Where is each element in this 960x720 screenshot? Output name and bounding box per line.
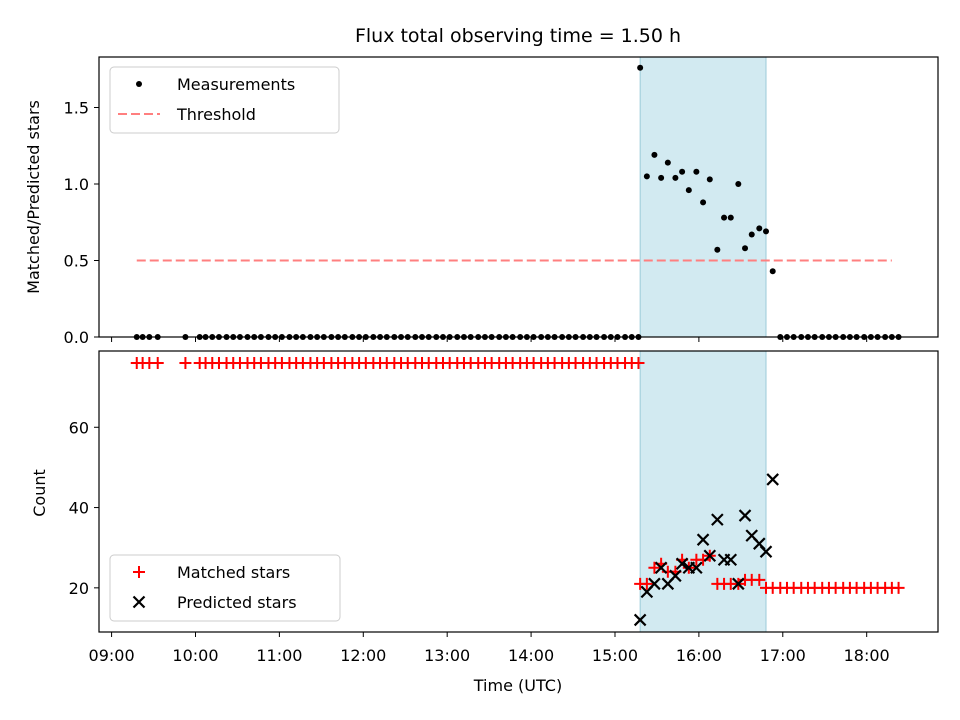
top-axes-frame — [98, 56, 939, 338]
data-point — [738, 509, 752, 522]
data-point — [727, 214, 734, 221]
legend-label: Threshold — [176, 105, 256, 124]
data-point — [711, 513, 724, 526]
legend-box — [109, 66, 340, 134]
data-point — [632, 357, 645, 370]
x-tick-label: 14:00 — [508, 646, 554, 665]
data-point — [742, 245, 749, 252]
data-point — [637, 64, 644, 71]
legend-label: Predicted stars — [177, 593, 297, 612]
top-highlight-band — [639, 56, 767, 338]
legend-marker — [136, 81, 142, 87]
bottom-legend: Matched stars Predicted stars — [109, 554, 341, 622]
data-point — [679, 168, 686, 175]
data-point — [703, 549, 717, 563]
data-point — [658, 174, 665, 181]
series-predicted-stars — [633, 473, 779, 627]
x-tick-label: 12:00 — [340, 646, 386, 665]
data-point — [672, 174, 679, 181]
data-point — [753, 573, 766, 586]
data-point — [179, 357, 192, 370]
legend-box — [109, 554, 341, 622]
data-point — [696, 533, 710, 546]
bottom-axes-frame — [98, 350, 939, 633]
legend-marker — [132, 595, 146, 609]
data-point — [643, 173, 650, 180]
data-point — [685, 187, 692, 194]
data-point — [675, 557, 689, 571]
data-point — [748, 231, 755, 238]
data-point — [732, 577, 745, 591]
top-legend: Measurements Threshold — [109, 66, 340, 134]
data-point — [640, 577, 653, 590]
series-matched-stars — [130, 357, 905, 594]
chart-title: Flux total observing time = 1.50 h — [355, 25, 681, 47]
x-tick-label: 17:00 — [760, 646, 806, 665]
data-point — [721, 214, 728, 221]
y-tick-label: 60 — [69, 418, 89, 437]
top-panel: 0.0 0.5 1.0 1.5 Measurements Threshold — [64, 56, 939, 347]
y-tick-label: 1.5 — [64, 98, 89, 117]
data-point — [151, 357, 164, 370]
data-point — [766, 473, 779, 486]
data-point — [651, 151, 658, 158]
data-point — [763, 228, 770, 235]
x-tick-label: 13:00 — [424, 646, 470, 665]
data-point — [654, 561, 668, 575]
data-point — [648, 577, 661, 591]
data-point — [669, 569, 682, 583]
data-point — [648, 561, 661, 574]
data-point — [759, 545, 773, 558]
legend-label: Matched stars — [177, 563, 290, 582]
data-point — [735, 180, 742, 187]
data-point — [633, 613, 647, 627]
data-point — [690, 561, 703, 575]
data-point — [769, 268, 776, 275]
x-tick-label: 09:00 — [89, 646, 135, 665]
data-point — [693, 168, 700, 175]
data-point — [706, 176, 713, 183]
bottom-panel: 20 40 60 09:00 10:00 11:00 12:00 13:00 14:00 15:0… — [69, 350, 939, 665]
y-tick-label: 1.0 — [64, 175, 89, 194]
x-tick-label: 15:00 — [592, 646, 638, 665]
y-tick-label: 0.0 — [64, 328, 89, 347]
x-tick-label: 11:00 — [256, 646, 302, 665]
x-axis-label: Time (UTC) — [473, 676, 562, 695]
y-tick-label: 40 — [69, 499, 89, 518]
data-point — [664, 159, 671, 166]
data-point — [700, 199, 707, 206]
data-point — [714, 246, 721, 253]
data-point — [892, 581, 905, 594]
legend-marker — [133, 566, 145, 578]
x-tick-label: 18:00 — [844, 646, 890, 665]
legend-label: Measurements — [177, 75, 295, 94]
data-point — [724, 553, 738, 567]
top-y-axis-label: Matched/Predicted stars — [24, 100, 43, 294]
x-tick-label: 16:00 — [676, 646, 722, 665]
x-tick-label: 10:00 — [172, 646, 218, 665]
y-tick-label: 0.5 — [64, 251, 89, 270]
y-tick-label: 20 — [69, 579, 89, 598]
bottom-y-axis-label: Count — [30, 469, 49, 517]
data-point — [756, 225, 763, 232]
